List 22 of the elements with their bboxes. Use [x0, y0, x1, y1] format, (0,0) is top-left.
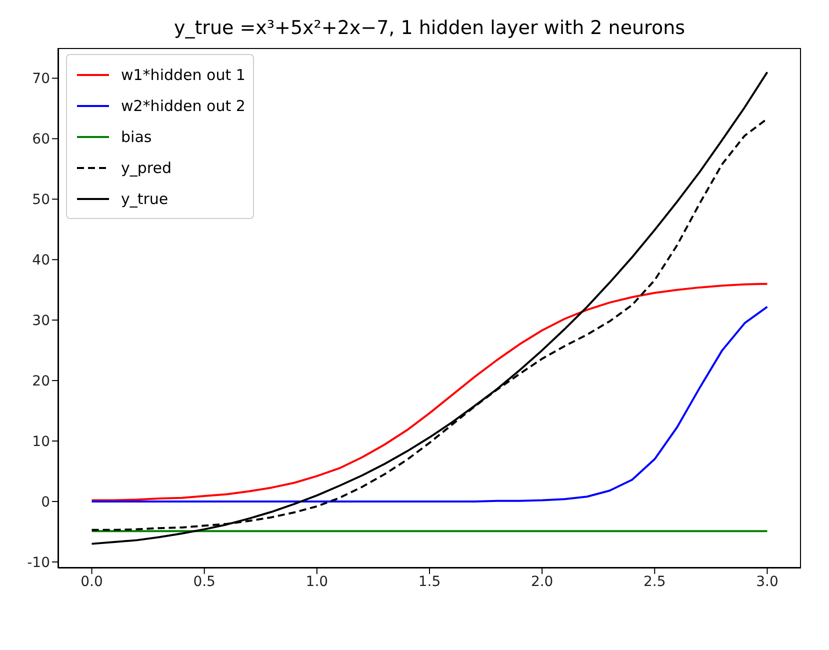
x-tick-label: 3.0: [756, 574, 778, 590]
x-tick-label: 1.0: [306, 574, 328, 590]
x-tick-label: 2.5: [644, 574, 666, 590]
y-tick-label: 20: [32, 374, 50, 390]
y-tick-label: 60: [32, 132, 50, 148]
y-tick-label: 40: [32, 252, 50, 269]
legend-label: bias: [121, 128, 152, 146]
y-tick-label: 50: [32, 192, 50, 208]
x-tick-label: 2.0: [530, 574, 554, 590]
x-tick-label: 1.5: [418, 574, 441, 590]
legend-label: w1*hidden out 1: [121, 66, 246, 84]
x-tick-label: 0.0: [80, 574, 103, 590]
legend-label: y_pred: [121, 158, 172, 176]
y-tick-label: 0: [41, 494, 50, 510]
y-tick-label: -10: [27, 554, 50, 571]
y-tick-label: 70: [32, 71, 50, 88]
legend-label: w2*hidden out 2: [121, 96, 246, 114]
y-tick-label: 10: [32, 434, 50, 450]
chart-title: y_true =x³+5x²+2x−7, 1 hidden layer with 2 neurons: [174, 17, 686, 39]
x-tick-label: 0.5: [193, 574, 216, 590]
legend-label: y_true: [121, 190, 168, 208]
y-tick-label: 30: [32, 313, 50, 330]
